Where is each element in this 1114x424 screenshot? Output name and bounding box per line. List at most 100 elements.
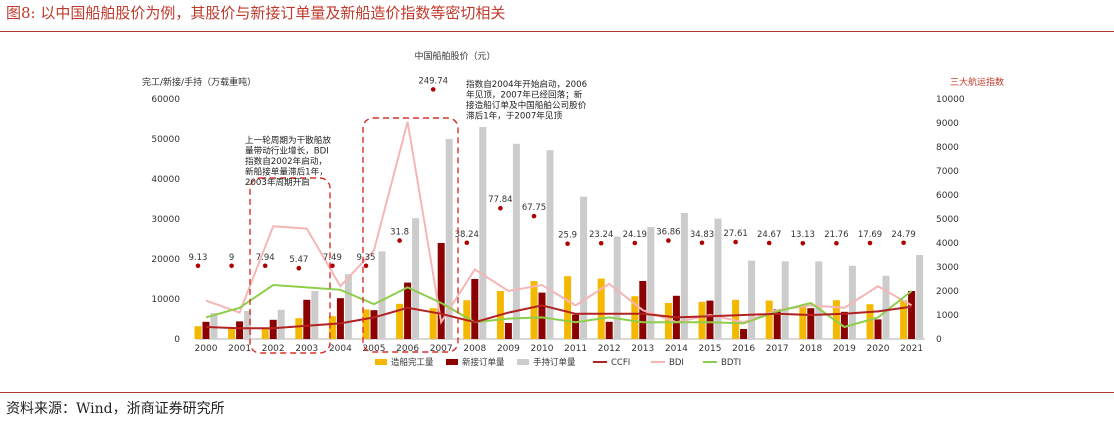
x-tick-label: 2004 [329, 344, 352, 354]
line-ccfi [205, 304, 912, 330]
bar-completed [900, 300, 908, 339]
bar-completed [564, 276, 572, 339]
legend-label: 手持订单量 [533, 357, 576, 368]
bar-orderbook [344, 274, 352, 339]
x-tick-label: 2019 [833, 344, 856, 354]
x-tick-label: 2020 [867, 344, 890, 354]
bar-completed [530, 281, 538, 339]
annotation-text: 滞后1年，于2007年见顶 [466, 110, 562, 122]
bar-orderbook [210, 313, 218, 339]
legend-label: 新接订单量 [462, 357, 505, 368]
annotation-text: 接造船订单及中国船舶公司股价 [466, 99, 587, 111]
bar-new-orders [370, 310, 378, 339]
bar-new-orders [908, 291, 916, 339]
bar-new-orders [740, 329, 748, 339]
stock-price-label: 13.13 [791, 230, 815, 240]
x-tick-label: 2006 [396, 344, 419, 354]
x-tick-label: 2007 [430, 344, 453, 354]
bar-new-orders [303, 299, 311, 339]
stock-price-label: 7.94 [256, 253, 275, 263]
left-tick-label: 50000 [151, 135, 180, 145]
right-tick-label: 10000 [936, 95, 965, 105]
legend-label: BDI [669, 358, 684, 368]
left-tick-label: 20000 [151, 255, 180, 265]
bar-new-orders [840, 311, 848, 339]
bar-completed [396, 303, 404, 339]
right-tick-label: 6000 [936, 191, 959, 201]
x-tick-label: 2010 [531, 344, 554, 354]
bar-new-orders [202, 321, 210, 339]
annotation-text: 上一轮周期为干散船放 [245, 134, 331, 146]
left-tick-label: 60000 [151, 95, 180, 105]
right-tick-label: 7000 [936, 167, 959, 177]
line-bdti [205, 283, 913, 329]
bar-completed [362, 309, 370, 339]
stock-price-point [430, 87, 436, 92]
bar-orderbook [546, 150, 554, 339]
bar-new-orders [605, 321, 613, 339]
stock-price-label: 17.69 [858, 230, 882, 240]
stock-price-title: 中国船舶股价（元） [414, 50, 495, 62]
stock-price-label: 9.35 [357, 253, 376, 263]
left-tick-label: 40000 [151, 175, 180, 185]
bar-completed [295, 318, 303, 339]
bar-completed [261, 328, 269, 339]
legend-swatch [375, 359, 387, 365]
x-tick-label: 2017 [766, 344, 789, 354]
x-tick-label: 2021 [900, 344, 923, 354]
right-tick-label: 1000 [936, 311, 959, 321]
bar-new-orders [874, 319, 882, 339]
left-tick-label: 10000 [151, 295, 180, 305]
bar-completed [732, 299, 740, 339]
bar-completed [698, 301, 706, 339]
stock-price-point [531, 213, 537, 219]
x-tick-label: 2001 [228, 344, 251, 354]
left-tick-label: 30000 [151, 215, 180, 225]
bar-orderbook [714, 218, 722, 339]
x-tick-label: 2016 [732, 344, 755, 354]
stock-price-label: 9.13 [189, 253, 208, 263]
stock-price-point [397, 238, 402, 243]
bar-new-orders [538, 292, 546, 339]
bar-new-orders [404, 282, 412, 339]
stock-price-label: 24.67 [757, 230, 781, 240]
x-tick-label: 2018 [799, 344, 822, 354]
bar-new-orders [437, 243, 445, 339]
x-tick-label: 2014 [665, 344, 688, 354]
stock-price-point [498, 205, 503, 211]
bar-new-orders [504, 323, 512, 339]
stock-price-point [363, 263, 369, 269]
bar-orderbook [680, 213, 688, 339]
stock-price-point [565, 241, 570, 247]
bar-new-orders [706, 300, 714, 339]
stock-price-point [666, 238, 671, 243]
x-tick-label: 2000 [195, 344, 218, 354]
bar-new-orders [336, 298, 344, 339]
bar-completed [328, 316, 336, 339]
right-tick-label: 8000 [936, 143, 959, 153]
annotation-text: 2003年周期开启 [245, 176, 310, 188]
bar-orderbook [378, 251, 386, 339]
annotation-text: 指数自2004年开始启动，2006 [466, 78, 587, 90]
stock-price-point [330, 263, 335, 269]
bar-new-orders [572, 314, 580, 339]
stock-price-label: 25.9 [558, 231, 577, 241]
x-tick-label: 2012 [598, 344, 621, 354]
bar-new-orders [269, 319, 277, 339]
stock-price-point [464, 240, 470, 246]
stock-price-point [296, 265, 302, 271]
right-tick-label: 0 [936, 335, 942, 345]
bar-orderbook [580, 196, 588, 339]
bottom-rule [0, 392, 1114, 393]
right-tick-label: 9000 [936, 119, 959, 129]
right-tick-label: 4000 [936, 239, 959, 249]
bar-orderbook [412, 218, 420, 339]
bar-orderbook [479, 127, 487, 339]
stock-price-point [901, 240, 906, 246]
bar-new-orders [807, 308, 815, 339]
x-tick-label: 2015 [699, 344, 722, 354]
bar-completed [866, 304, 874, 339]
stock-price-label: 23.24 [589, 230, 613, 240]
legend-label: BDTI [721, 358, 741, 368]
bar-orderbook [277, 309, 285, 339]
